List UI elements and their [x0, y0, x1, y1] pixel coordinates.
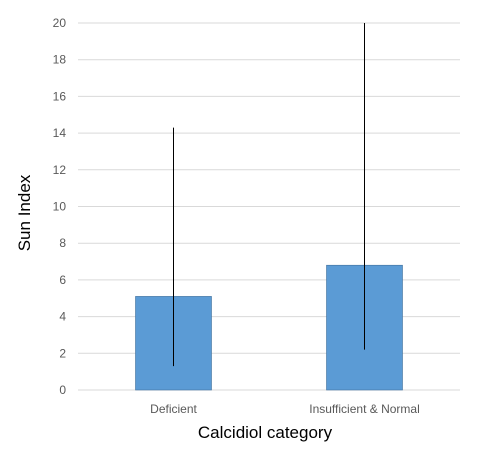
y-tick-label: 4	[59, 310, 66, 324]
x-axis-title: Calcidiol category	[198, 423, 333, 442]
y-tick-label: 14	[53, 126, 67, 140]
y-axis-title: Sun Index	[15, 174, 34, 251]
y-axis-ticks: 0 2 4 6 8 10 12 14 16 18 20	[53, 16, 67, 397]
y-tick-label: 12	[53, 163, 67, 177]
y-tick-label: 0	[59, 383, 66, 397]
y-tick-label: 16	[53, 89, 67, 103]
y-tick-label: 10	[53, 200, 67, 214]
x-axis-ticks: Deficient Insufficient & Normal	[150, 402, 420, 416]
y-tick-label: 6	[59, 273, 66, 287]
y-tick-label: 2	[59, 346, 66, 360]
y-tick-label: 8	[59, 236, 66, 250]
x-tick-label: Insufficient & Normal	[309, 402, 420, 416]
x-tick-label: Deficient	[150, 402, 197, 416]
y-tick-label: 20	[53, 16, 67, 30]
bars	[135, 264, 403, 391]
error-bars	[173, 23, 365, 367]
y-tick-label: 18	[53, 53, 67, 67]
